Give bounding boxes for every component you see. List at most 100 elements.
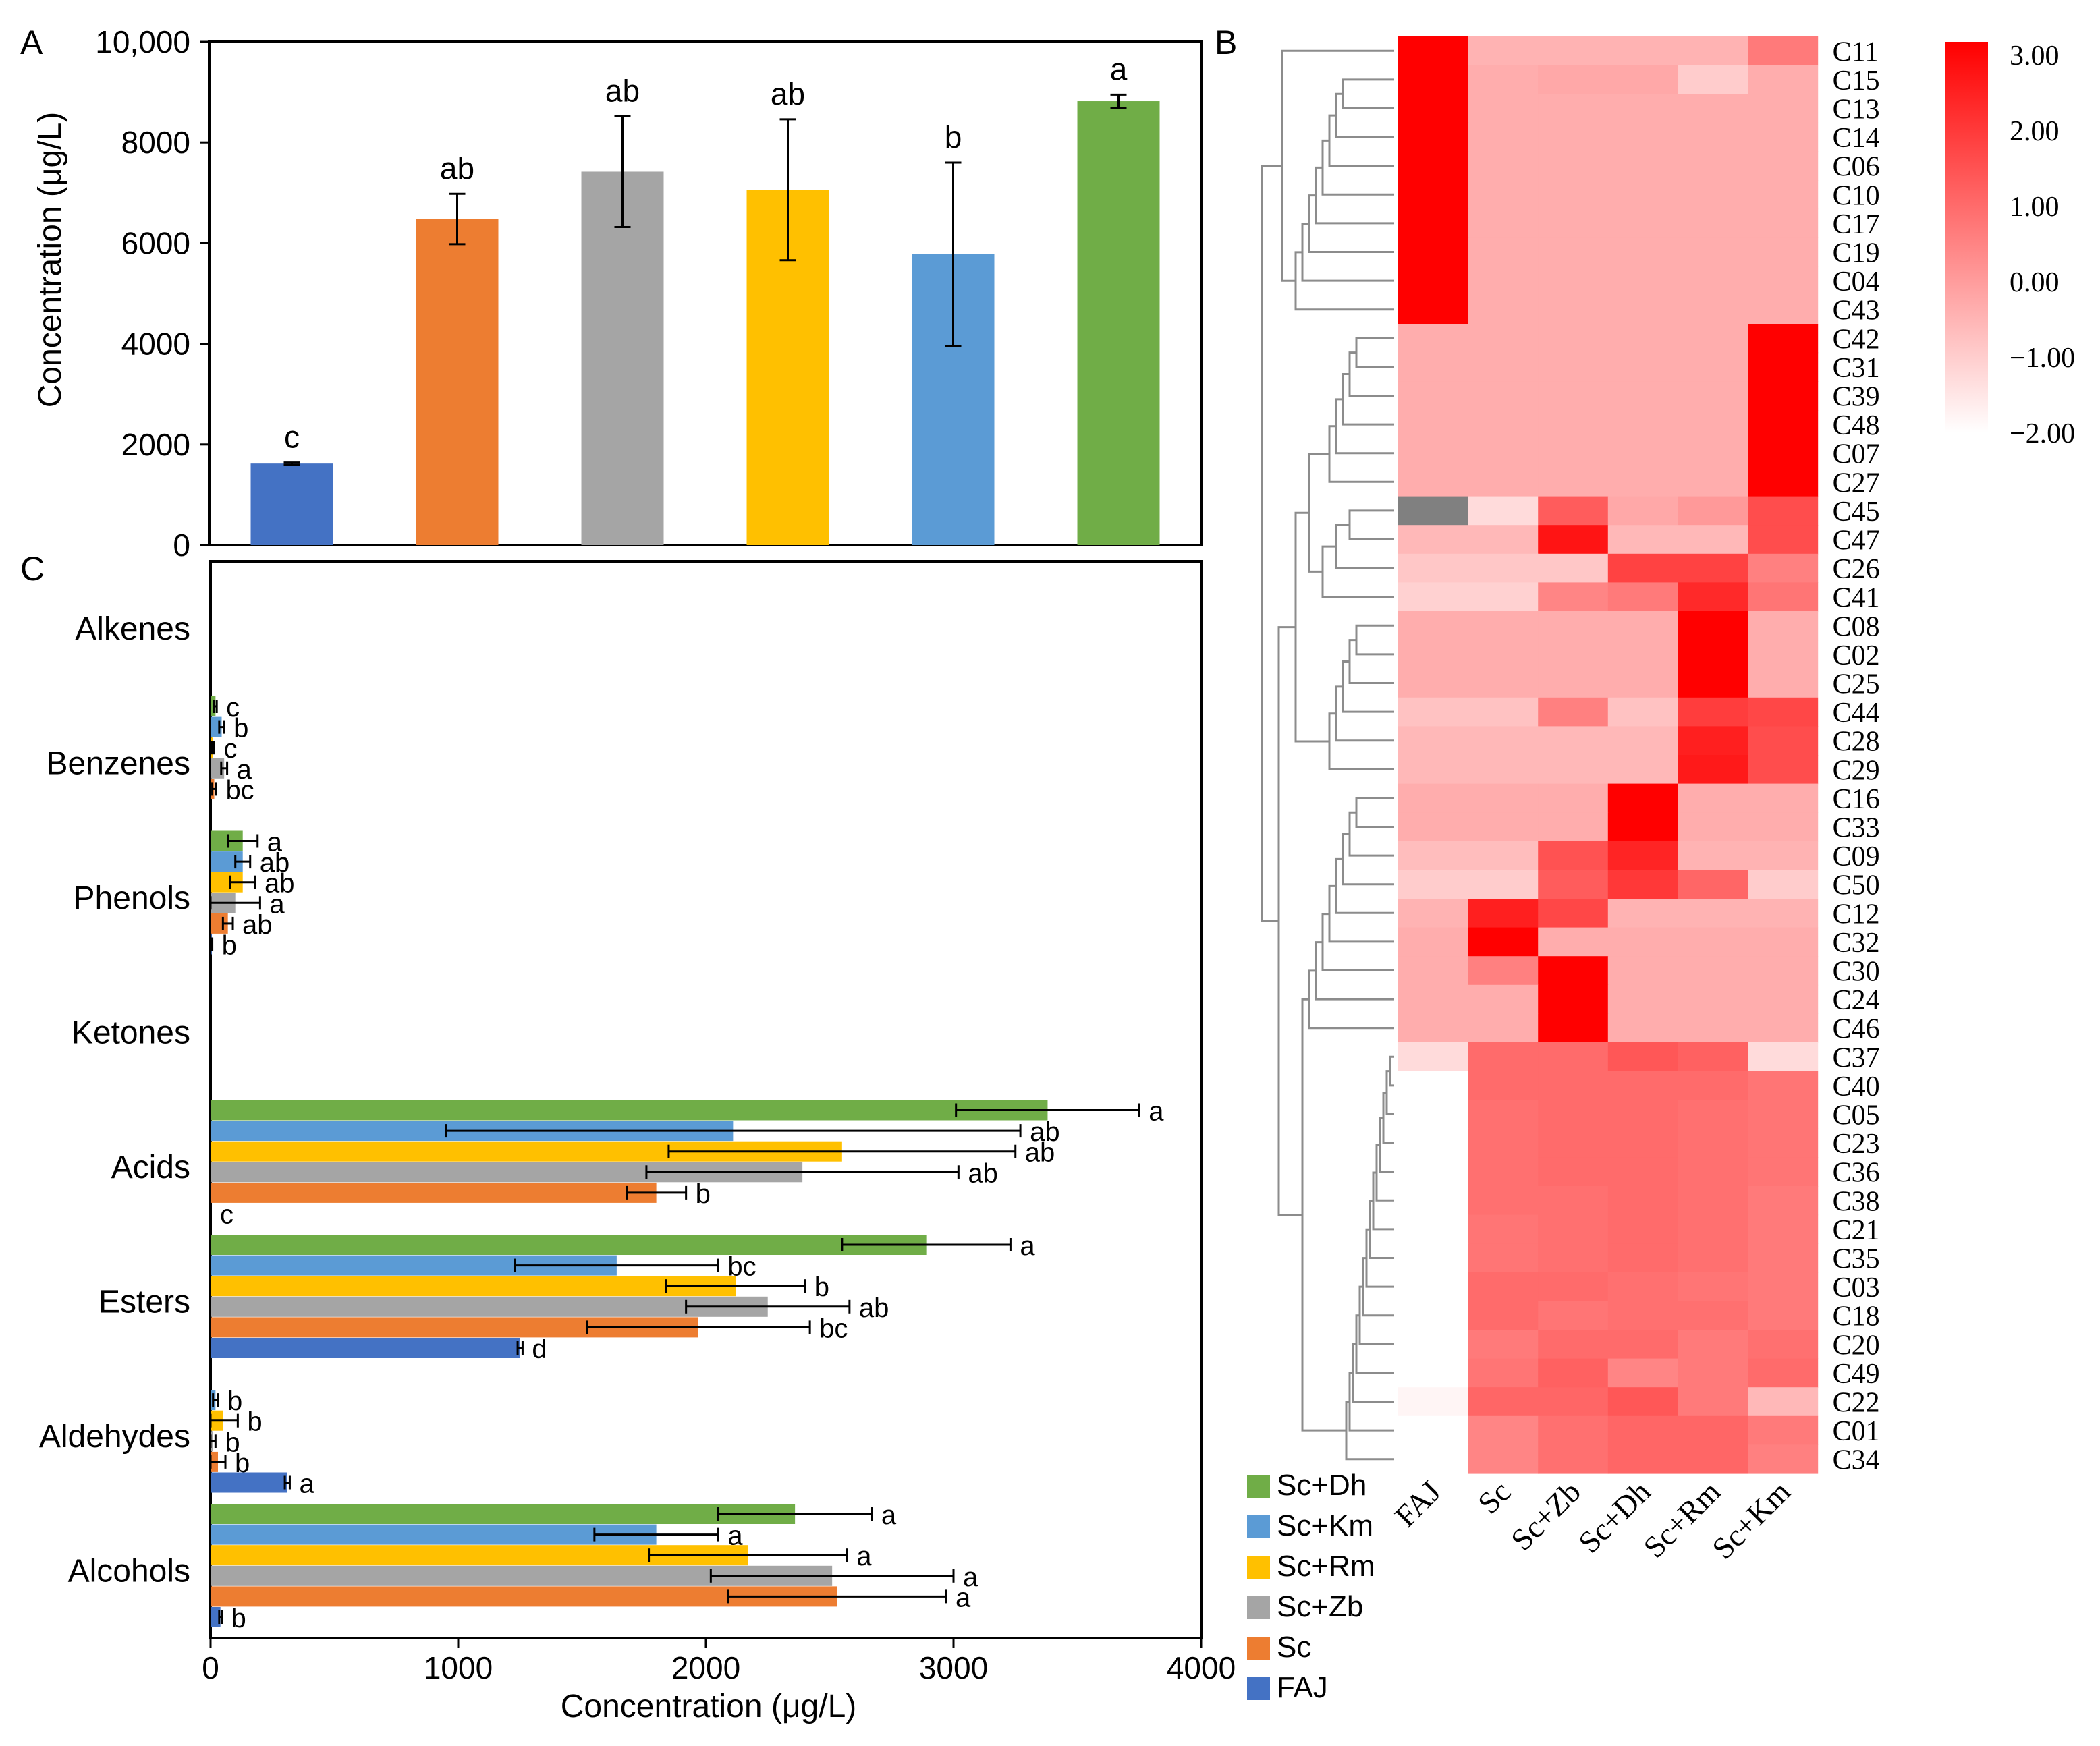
panel-a-y-tick-label: 10,000 xyxy=(95,24,190,59)
heatmap-cell xyxy=(1398,1128,1469,1158)
heatmap-cell xyxy=(1678,1214,1748,1244)
heatmap-cell xyxy=(1678,1100,1748,1129)
heatmap-cell xyxy=(1607,1387,1678,1417)
heatmap-cell xyxy=(1678,1157,1748,1187)
panel-a-bar-faj xyxy=(250,463,333,545)
panel-c-bar-sc-dh xyxy=(211,696,216,716)
heatmap-cell xyxy=(1748,1100,1819,1129)
heatmap-cell xyxy=(1678,65,1748,94)
heatmap-row-label: C40 xyxy=(1833,1071,1880,1102)
heatmap-row-label: C08 xyxy=(1833,611,1880,642)
heatmap-cell xyxy=(1748,1214,1819,1244)
heatmap-cell xyxy=(1607,1301,1678,1330)
heatmap-cell xyxy=(1468,324,1539,354)
heatmap-cell xyxy=(1398,1272,1469,1301)
heatmap-cell xyxy=(1398,1444,1469,1474)
heatmap-cell xyxy=(1748,870,1819,899)
heatmap-cell xyxy=(1538,812,1609,842)
heatmap-cell xyxy=(1678,927,1748,957)
legend-label: Sc+Km xyxy=(1277,1509,1373,1542)
legend-swatch-sc-km xyxy=(1247,1515,1270,1538)
heatmap-cell xyxy=(1748,611,1819,641)
heatmap-cell xyxy=(1748,410,1819,439)
heatmap-cell xyxy=(1748,841,1819,870)
heatmap-row-label: C30 xyxy=(1833,957,1880,988)
heatmap-cell xyxy=(1538,1214,1609,1244)
heatmap-cell xyxy=(1607,525,1678,555)
heatmap-cell xyxy=(1398,812,1469,842)
heatmap-cell xyxy=(1678,582,1748,612)
panel-c-significance-letter: c xyxy=(220,1200,233,1230)
panel-c-category-label: Benzenes xyxy=(47,745,191,781)
panel-a-y-axis-label: Concentration (μg/L) xyxy=(32,112,68,408)
panel-b-heatmap: C11C15C13C14C06C10C17C19C04C43C42C31C39C… xyxy=(1261,36,2075,1566)
heatmap-cell xyxy=(1607,36,1678,66)
heatmap-cell xyxy=(1538,94,1609,123)
legend-swatch-sc-dh xyxy=(1247,1475,1270,1498)
panel-a-bar-sc-zb xyxy=(581,171,664,545)
heatmap-cell xyxy=(1468,1330,1539,1359)
panel-c-significance-letter: ab xyxy=(968,1158,998,1188)
heatmap-cell xyxy=(1748,295,1819,325)
heatmap-cell xyxy=(1748,755,1819,785)
heatmap-cell xyxy=(1607,468,1678,497)
dendrogram-branch xyxy=(1261,165,1282,922)
heatmap-cell xyxy=(1607,1071,1678,1100)
heatmap-cell xyxy=(1398,611,1469,641)
heatmap-cell xyxy=(1748,180,1819,210)
heatmap-scale-tick-label: −2.00 xyxy=(2010,418,2075,449)
heatmap-cell xyxy=(1678,151,1748,181)
heatmap-row-label: C48 xyxy=(1833,410,1880,441)
dendrogram-branch xyxy=(1301,998,1346,1432)
heatmap-cell xyxy=(1398,122,1469,152)
heatmap-row-label: C07 xyxy=(1833,439,1880,470)
heatmap-cell xyxy=(1538,1330,1609,1359)
heatmap-cell xyxy=(1538,525,1609,555)
heatmap-cell xyxy=(1678,1358,1748,1388)
heatmap-cell xyxy=(1678,870,1748,899)
heatmap-cell xyxy=(1468,783,1539,813)
heatmap-cell xyxy=(1748,352,1819,382)
heatmap-cell xyxy=(1607,1444,1678,1474)
heatmap-cell xyxy=(1538,266,1609,295)
heatmap-cell xyxy=(1538,899,1609,928)
heatmap-cell xyxy=(1398,697,1469,727)
heatmap-cell xyxy=(1678,266,1748,295)
heatmap-row-label: C10 xyxy=(1833,180,1880,211)
heatmap-column-label: Sc xyxy=(1471,1474,1518,1521)
heatmap-row-label: C44 xyxy=(1833,698,1880,729)
heatmap-cell xyxy=(1748,1186,1819,1216)
panel-a-bar-chart: 0 2000 4000 6000 8000 10,000 c ab ab ab b a xyxy=(95,24,1203,563)
heatmap-cell xyxy=(1538,151,1609,181)
heatmap-cell xyxy=(1398,237,1469,267)
heatmap-row-label: C14 xyxy=(1833,123,1880,154)
heatmap-cell xyxy=(1398,1214,1469,1244)
heatmap-cell xyxy=(1748,1042,1819,1072)
heatmap-dendrogram xyxy=(1261,49,1394,1461)
heatmap-cell xyxy=(1678,1330,1748,1359)
heatmap-cell xyxy=(1398,669,1469,698)
dendrogram-branch xyxy=(1335,857,1394,914)
heatmap-cell xyxy=(1468,697,1539,727)
panel-c-x-axis-label: Concentration (μg/L) xyxy=(561,1689,857,1724)
panel-c-category-label: Ketones xyxy=(72,1015,190,1050)
heatmap-cell xyxy=(1538,468,1609,497)
heatmap-cell xyxy=(1538,36,1609,66)
heatmap-cell xyxy=(1607,65,1678,94)
heatmap-cell xyxy=(1468,496,1539,526)
heatmap-cell xyxy=(1748,496,1819,526)
panel-c-bar-chart: 0 1000 2000 3000 4000AlkenesBenzenesbcacbcPh… xyxy=(39,560,1236,1685)
heatmap-cell xyxy=(1748,1013,1819,1043)
dendrogram-branch xyxy=(1348,509,1394,540)
heatmap-cell xyxy=(1538,1100,1609,1129)
heatmap-cell xyxy=(1538,352,1609,382)
panel-c-significance-letter: bc xyxy=(727,1252,756,1282)
heatmap-cell xyxy=(1398,956,1469,986)
heatmap-scale-tick-label: −1.00 xyxy=(2010,343,2075,374)
heatmap-cell xyxy=(1678,984,1748,1014)
heatmap-cell xyxy=(1678,208,1748,238)
heatmap-cell xyxy=(1538,1128,1609,1158)
heatmap-cell xyxy=(1607,1100,1678,1129)
heatmap-cell xyxy=(1538,553,1609,583)
heatmap-cell xyxy=(1468,36,1539,66)
